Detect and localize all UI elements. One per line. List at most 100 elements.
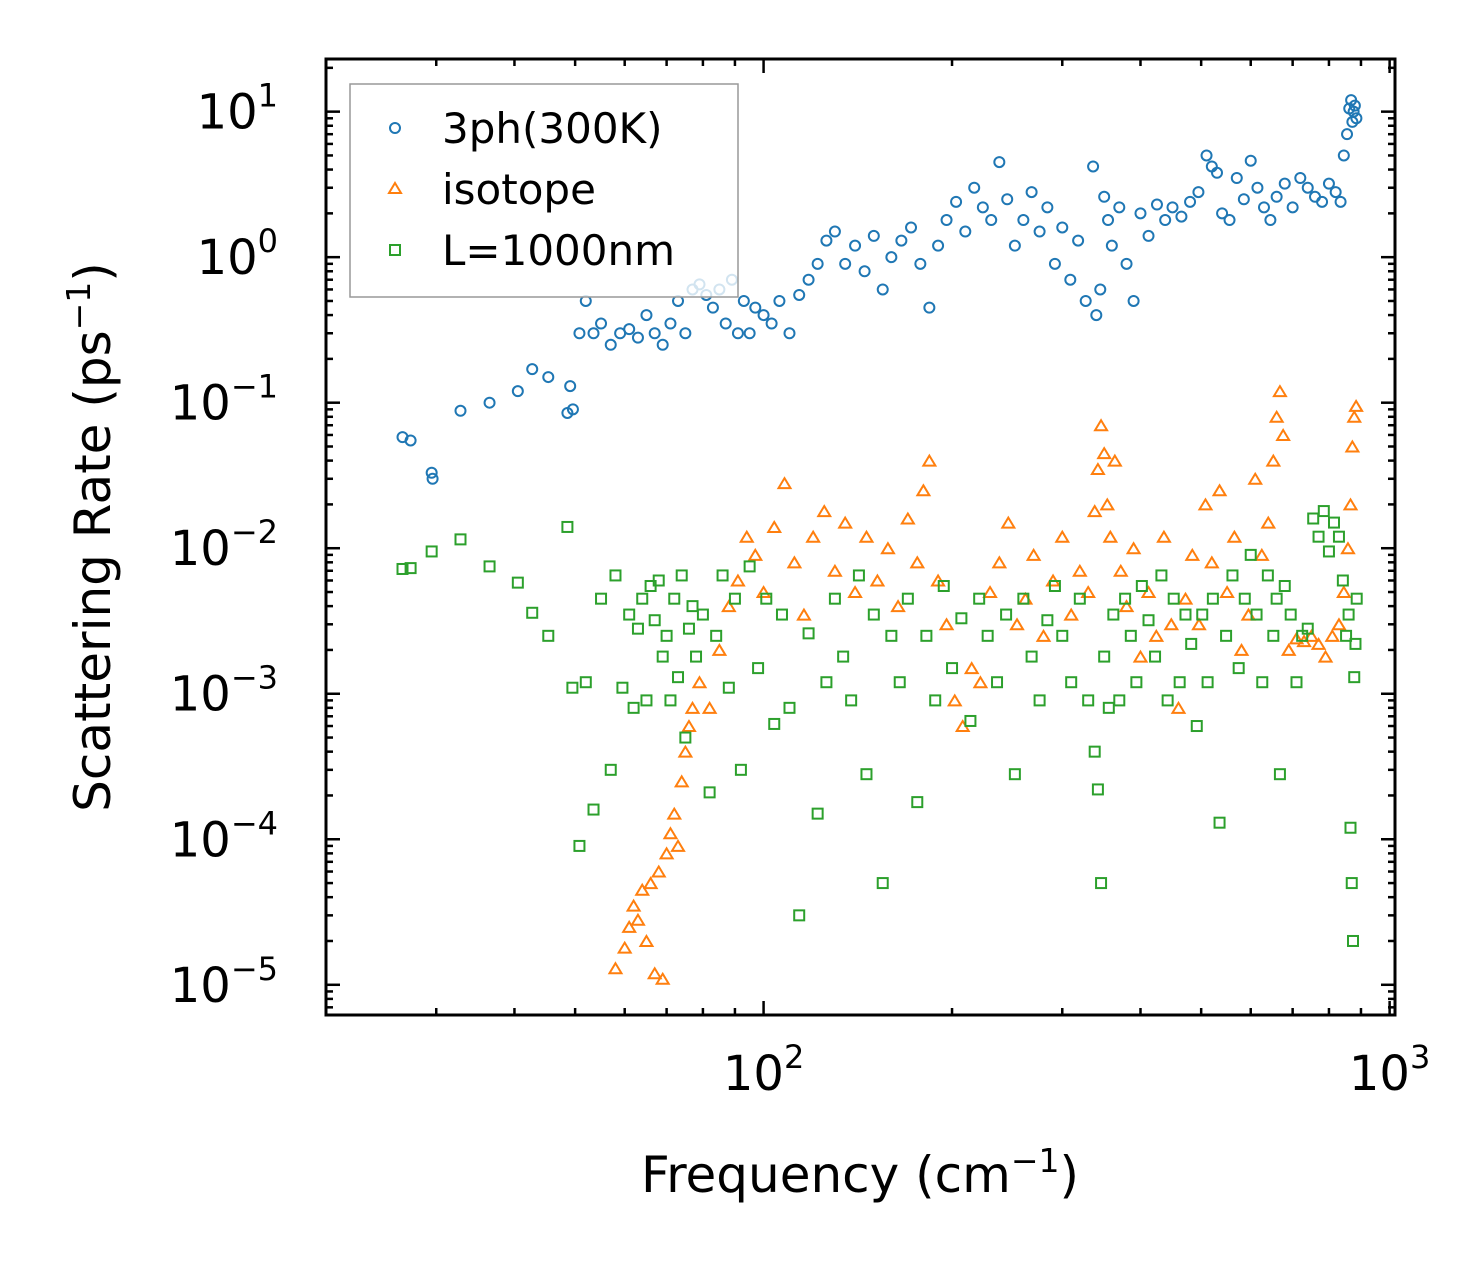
point-0-45 [828,225,841,238]
point-0-70 [1048,257,1061,270]
point-0-118 [1347,105,1360,118]
point-1-45 [938,617,955,631]
point-2-106 [1213,816,1226,829]
point-0-76 [1090,309,1103,322]
point-1-85 [1226,529,1243,543]
point-0-100 [1251,181,1264,194]
legend-label-isotope: isotope [442,165,596,214]
point-0-91 [1192,186,1205,199]
point-1-74 [1148,628,1165,642]
point-0-62 [985,214,998,227]
point-0-20 [640,309,653,322]
point-1-29 [786,555,803,569]
point-2-89 [1113,694,1126,707]
point-2-61 [901,592,914,605]
point-2-33 [686,600,699,613]
point-1-102 [1331,617,1347,631]
point-2-41 [734,763,747,776]
point-0-102 [1264,214,1277,227]
point-1-105 [1342,497,1359,511]
point-2-103 [1196,608,1209,621]
point-2-129 [1336,574,1349,587]
point-2-94 [1142,614,1155,627]
point-0-71 [1056,221,1069,234]
point-1-26 [755,585,772,599]
axis-ticks: 102 103 10−5 10−4 10−3 10−2 10−1 100 101 [170,59,1430,1102]
point-0-54 [914,257,927,270]
point-0-14 [587,327,600,340]
point-2-116 [1270,592,1283,605]
point-1-72 [1132,649,1149,663]
point-2-117 [1273,768,1286,781]
point-2-27 [664,694,677,707]
point-1-36 [858,529,875,543]
point-0-4 [454,404,467,417]
point-0-85 [1142,229,1155,242]
point-0-19 [631,331,644,344]
point-0-120 [1350,112,1363,125]
point-2-29 [672,671,685,684]
point-2-34 [690,650,703,663]
point-2-131 [1342,608,1355,621]
point-1-53 [1009,617,1025,631]
point-1-80 [1191,617,1207,631]
point-0-7 [526,363,539,376]
point-2-2 [425,545,438,558]
point-2-63 [920,629,933,642]
series-2 [396,505,1363,947]
point-1-51 [991,555,1008,569]
point-2-58 [876,877,889,890]
point-1-30 [796,607,812,621]
point-0-80 [1105,239,1118,252]
point-2-101 [1185,637,1198,650]
point-2-43 [752,662,765,675]
point-1-67 [1102,529,1119,543]
point-0-43 [811,257,824,270]
point-1-6 [638,934,655,947]
legend-label-l1000nm: L=1000nm [442,226,675,275]
point-2-37 [710,629,723,642]
point-2-42 [743,560,756,573]
point-2-126 [1322,545,1335,558]
point-0-33 [731,327,744,340]
point-0-79 [1102,214,1115,227]
point-2-20 [636,592,649,605]
point-1-33 [827,563,843,577]
point-0-35 [743,327,756,340]
point-2-8 [561,520,574,533]
point-2-1 [404,562,417,575]
point-1-40 [900,511,916,525]
point-2-62 [911,796,924,809]
point-2-67 [955,612,968,625]
point-0-109 [1316,195,1329,208]
legend: 3ph(300K) isotope L=1000nm [349,83,739,298]
point-2-120 [1290,676,1303,689]
point-1-91 [1265,453,1282,467]
point-1-27 [766,520,783,533]
point-1-108 [1348,398,1364,412]
point-2-111 [1244,548,1257,561]
point-2-16 [616,681,629,694]
point-0-86 [1150,198,1163,211]
point-0-83 [1127,294,1140,307]
point-0-15 [595,317,608,330]
point-2-17 [623,608,636,621]
point-2-10 [573,839,586,852]
point-0-103 [1270,190,1283,203]
point-2-79 [1056,629,1069,642]
point-2-15 [609,569,622,582]
point-2-81 [1073,592,1086,605]
point-2-70 [981,629,994,642]
point-1-28 [776,476,793,490]
point-1-83 [1211,483,1228,497]
point-2-130 [1340,629,1353,642]
point-2-60 [893,676,906,689]
point-1-69 [1112,563,1129,577]
point-2-75 [1025,650,1038,663]
point-0-68 [1033,225,1046,238]
point-0-73 [1072,234,1085,247]
point-1-88 [1247,471,1263,485]
point-1-24 [738,529,755,543]
point-2-127 [1327,516,1340,529]
point-0-87 [1159,214,1172,227]
